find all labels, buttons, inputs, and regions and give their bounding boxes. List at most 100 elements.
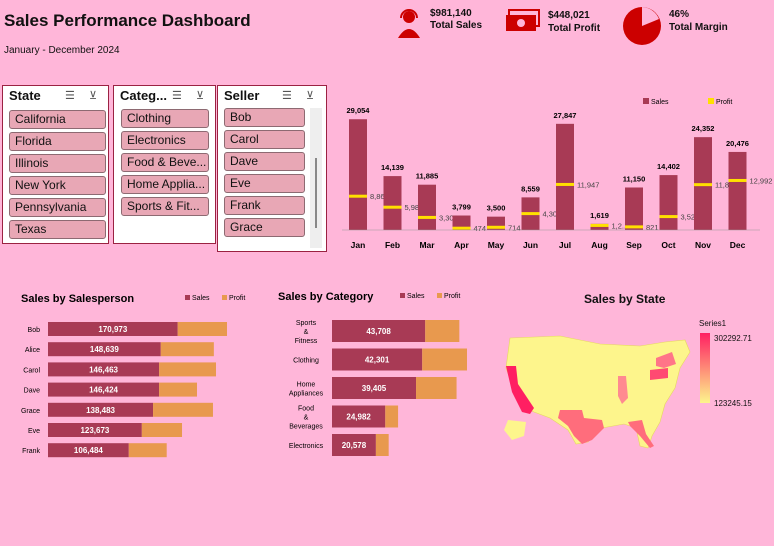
category-axis-label: Dave	[24, 388, 40, 395]
seller-item[interactable]: Bob	[224, 108, 305, 127]
state-texas	[558, 410, 604, 444]
category-item[interactable]: Sports & Fit...	[121, 197, 209, 216]
month-axis-label: Nov	[695, 240, 711, 250]
category-item[interactable]: Food & Beve...	[121, 153, 209, 172]
month-sales-label: 24,352	[692, 124, 715, 133]
month-sales-bar	[349, 119, 367, 230]
sales-bar	[332, 377, 417, 399]
sales-bar	[332, 405, 386, 428]
sales-value-label: 106,484	[74, 446, 103, 455]
seller-item[interactable]: Frank	[224, 196, 305, 215]
month-sales-label: 3,799	[452, 203, 471, 212]
category-axis-label: Frank	[22, 448, 40, 455]
state-item[interactable]: New York	[9, 176, 106, 195]
category-axis-label: Carol	[23, 367, 40, 374]
state-slicer[interactable]: State ☰ ⊻ California Florida Illinois Ne…	[2, 85, 109, 244]
profit-bar	[141, 423, 183, 437]
chart-title: Sales by Salesperson	[21, 293, 134, 305]
sales-bar	[332, 320, 426, 342]
profit-bar	[160, 342, 214, 357]
category-axis-label: &	[304, 415, 309, 422]
category-axis-label: Beverages	[289, 424, 323, 431]
slicer-scrollbar[interactable]	[310, 108, 322, 248]
month-sales-label: 11,885	[416, 172, 439, 181]
category-axis-label: Electronics	[289, 443, 324, 450]
map-color-scale	[700, 333, 710, 403]
month-sales-bar	[418, 184, 436, 230]
us-map	[504, 335, 691, 449]
month-profit-label: 11,947	[577, 180, 599, 189]
month-sales-bar	[556, 123, 574, 230]
scrollbar-thumb[interactable]	[315, 158, 317, 228]
clear-filter-icon[interactable]: ⊻	[306, 90, 315, 102]
state-california	[506, 366, 534, 414]
page-title: Sales Performance Dashboard	[4, 11, 251, 30]
sales-value-label: 170,973	[98, 325, 127, 334]
legend-sales-label: Sales	[651, 99, 669, 106]
category-item[interactable]: Home Applia...	[121, 175, 209, 194]
month-axis-label: Feb	[385, 240, 400, 250]
month-axis-label: Jan	[351, 240, 366, 250]
sales-value-label: 39,405	[362, 384, 387, 393]
month-profit-label: 11,897	[715, 181, 737, 190]
month-profit-marker	[694, 183, 712, 187]
month-profit-marker	[659, 215, 678, 219]
profit-bar	[375, 434, 389, 456]
state-florida	[628, 420, 654, 448]
us-map-land	[505, 335, 691, 449]
state-item[interactable]: Illinois	[9, 154, 106, 173]
seller-item[interactable]: Carol	[224, 130, 305, 149]
sales-bar	[48, 443, 129, 458]
month-axis-label: Oct	[661, 240, 675, 250]
month-sales-label: 8,559	[521, 184, 540, 193]
seller-item[interactable]: Grace	[224, 218, 305, 237]
sales-value-label: 24,982	[346, 413, 371, 422]
multi-select-icon[interactable]: ☰	[282, 90, 292, 102]
total-profit-value: $448,021	[548, 10, 590, 21]
category-axis-label: Bob	[28, 327, 41, 334]
category-item[interactable]: Clothing	[121, 109, 209, 128]
month-sales-label: 29,054	[347, 106, 371, 115]
sales-value-label: 146,424	[89, 386, 118, 395]
multi-select-icon[interactable]: ☰	[65, 90, 75, 102]
legend-profit-swatch	[222, 295, 227, 300]
headset-person-icon	[398, 9, 420, 38]
month-sales-label: 11,150	[623, 174, 646, 183]
state-item[interactable]: Pennsylvania	[9, 198, 106, 217]
total-profit-label: Total Profit	[548, 23, 601, 34]
month-profit-marker	[418, 215, 436, 219]
month-profit-marker	[556, 182, 574, 186]
sales-bar	[48, 423, 142, 437]
category-slicer-title: Categ...	[120, 88, 167, 103]
map-title: Sales by State	[584, 292, 666, 306]
month-sales-bar	[383, 176, 402, 230]
state-item[interactable]: Florida	[9, 132, 106, 151]
clear-filter-icon[interactable]: ⊻	[89, 90, 98, 102]
category-slicer[interactable]: Categ... ☰ ⊻ Clothing Electronics Food &…	[113, 85, 216, 244]
legend-sales-swatch	[185, 295, 190, 300]
month-sales-label: 20,476	[726, 139, 749, 148]
seller-slicer[interactable]: Seller ☰ ⊻ Bob Carol Dave Eve Frank Grac…	[217, 85, 327, 252]
map-scale-max: 302292.71	[714, 334, 752, 343]
seller-item[interactable]: Dave	[224, 152, 305, 171]
month-axis-label: Sep	[626, 240, 642, 250]
category-axis-label: Fitness	[295, 338, 318, 345]
legend-profit-swatch	[437, 293, 442, 298]
state-item[interactable]: California	[9, 110, 106, 129]
map-legend-title: Series1	[699, 319, 727, 328]
category-axis-label: &	[304, 329, 309, 336]
category-axis-label: Food	[298, 406, 314, 413]
category-item[interactable]: Electronics	[121, 131, 209, 150]
money-bill-icon	[506, 9, 540, 31]
clear-filter-icon[interactable]: ⊻	[196, 90, 205, 102]
month-profit-marker	[625, 225, 643, 229]
seller-item[interactable]: Eve	[224, 174, 305, 193]
total-sales-value: $981,140	[430, 8, 472, 19]
month-axis-label: Apr	[454, 240, 469, 250]
state-item[interactable]: Texas	[9, 220, 106, 239]
profit-bar	[159, 382, 197, 397]
sales-value-label: 146,463	[89, 365, 118, 374]
month-axis-label: Dec	[730, 240, 746, 250]
multi-select-icon[interactable]: ☰	[172, 90, 182, 102]
month-profit-label: 714	[508, 223, 521, 232]
